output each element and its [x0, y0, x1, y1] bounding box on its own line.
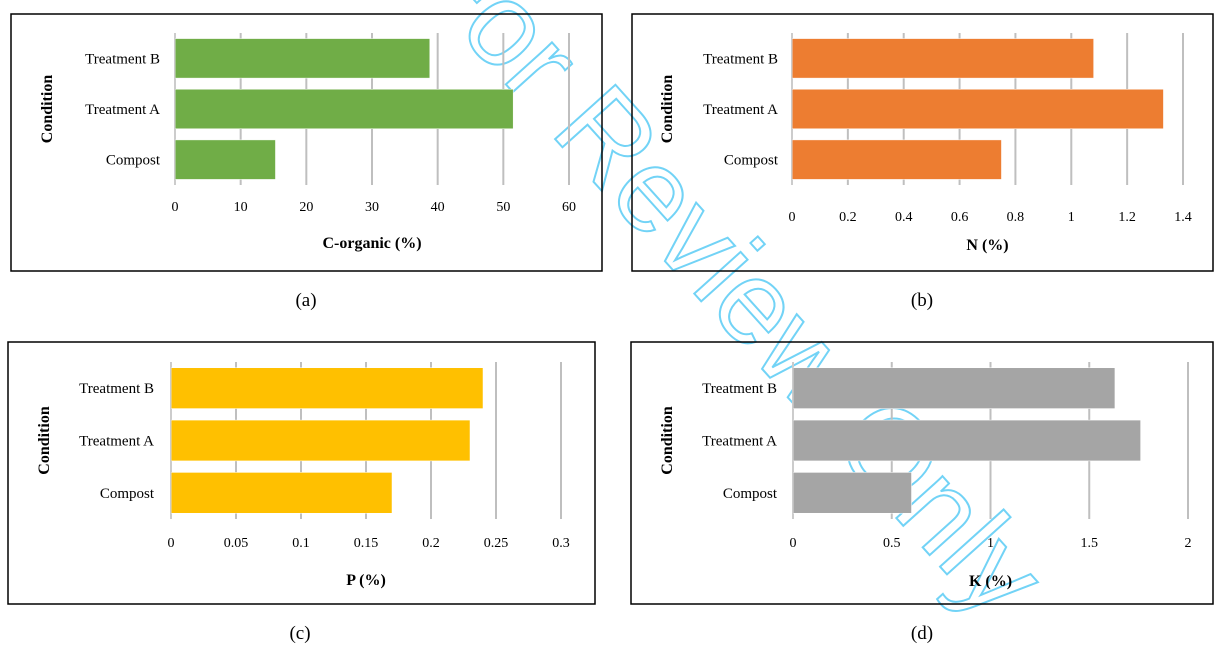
chart-a-x-tick-label: 10 — [234, 200, 248, 215]
chart-a-x-axis-title: C-organic (%) — [322, 235, 421, 252]
chart-a-x-tick-label: 20 — [299, 200, 313, 215]
chart-d-x-tick-label: 1.5 — [1081, 536, 1099, 551]
chart-a-bar-compost — [174, 139, 276, 180]
chart-d-x-axis-title: K (%) — [969, 573, 1012, 590]
chart-a-x-tick-label: 60 — [562, 200, 576, 215]
chart-b-bar-compost — [791, 139, 1002, 180]
chart-panel-c: 0 0.05 0.1 0.15 0.2 0.25 0.3 Compost Treatment A… — [7, 341, 596, 605]
chart-b-x-axis-title: N (%) — [966, 237, 1008, 254]
chart-b-y-axis-title: Condition — [659, 75, 676, 144]
chart-b-x-tick-label: 1.4 — [1174, 210, 1192, 225]
chart-b-frame — [631, 13, 1214, 272]
chart-c-bar-treatment-b — [170, 367, 484, 409]
chart-d-bar-treatment-b — [792, 367, 1116, 409]
chart-b-category-label: Compost — [724, 153, 779, 169]
chart-c-x-tick-label: 0.3 — [552, 536, 570, 551]
chart-a-x-tick-label: 30 — [365, 200, 379, 215]
chart-c-y-axis-title: Condition — [36, 406, 53, 475]
chart-c-frame — [7, 341, 596, 605]
chart-c-x-tick-label: 0 — [168, 536, 175, 551]
chart-b-category-label: Treatment B — [703, 51, 778, 67]
chart-b-x-tick-label: 1.2 — [1118, 210, 1136, 225]
chart-c-bar-treatment-a — [170, 419, 471, 462]
chart-a-x-tick-label: 0 — [172, 200, 179, 215]
chart-panel-a: 0 10 20 30 40 50 60 Compost Treatment A Treatment… — [10, 13, 603, 272]
caption-a: (a) — [295, 290, 317, 311]
chart-b-svg: 0 0.2 0.4 0.6 0.8 1 1.2 1.4 Compost Treatment A Tr… — [631, 13, 1214, 272]
chart-d-bar-treatment-a — [792, 419, 1141, 462]
chart-c-x-tick-label: 0.1 — [292, 536, 310, 551]
chart-d-bar-compost — [792, 472, 912, 514]
chart-b-x-tick-label: 0.4 — [895, 210, 913, 225]
chart-a-bar-treatment-a — [174, 88, 514, 130]
caption-d: (d) — [910, 623, 934, 644]
chart-d-x-tick-label: 2 — [1185, 536, 1192, 551]
chart-c-bar-compost — [170, 472, 393, 514]
chart-c-x-tick-label: 0.25 — [484, 536, 509, 551]
chart-panel-d: 0 0.5 1 1.5 2 Compost Treatment A Treatment B K … — [630, 341, 1214, 605]
chart-d-category-label: Treatment B — [702, 381, 777, 397]
chart-b-x-tick-label: 0.8 — [1007, 210, 1025, 225]
caption-b: (b) — [910, 290, 934, 311]
chart-a-category-label: Treatment B — [85, 51, 160, 67]
chart-d-y-axis-title: Condition — [659, 406, 676, 475]
chart-c-x-tick-label: 0.2 — [422, 536, 440, 551]
chart-b-x-tick-label: 0 — [789, 210, 796, 225]
caption-c: (c) — [289, 623, 311, 644]
chart-b-x-tick-label: 1 — [1068, 210, 1075, 225]
chart-d-x-tick-label: 1 — [987, 536, 994, 551]
chart-c-x-axis-title: P (%) — [346, 572, 386, 589]
chart-b-bar-treatment-a — [791, 88, 1164, 130]
chart-a-bar-treatment-b — [174, 38, 431, 79]
chart-panel-b: 0 0.2 0.4 0.6 0.8 1 1.2 1.4 Compost Treatment A Tr… — [631, 13, 1214, 272]
chart-c-x-tick-label: 0.15 — [354, 536, 379, 551]
chart-b-x-tick-label: 0.6 — [951, 210, 969, 225]
chart-b-x-tick-label: 0.2 — [839, 210, 857, 225]
chart-a-x-tick-label: 40 — [431, 200, 445, 215]
chart-c-x-tick-label: 0.05 — [224, 536, 249, 551]
chart-d-category-label: Treatment A — [702, 434, 777, 450]
chart-c-svg: 0 0.05 0.1 0.15 0.2 0.25 0.3 Compost Treatment A… — [7, 341, 596, 605]
chart-c-category-label: Treatment A — [79, 434, 154, 450]
chart-d-x-tick-label: 0.5 — [883, 536, 901, 551]
chart-d-x-tick-label: 0 — [790, 536, 797, 551]
chart-c-category-label: Compost — [100, 486, 155, 502]
chart-d-frame — [630, 341, 1214, 605]
chart-a-category-label: Compost — [106, 153, 161, 169]
chart-c-category-label: Treatment B — [79, 381, 154, 397]
chart-a-svg: 0 10 20 30 40 50 60 Compost Treatment A Treatment… — [10, 13, 603, 272]
chart-a-category-label: Treatment A — [85, 102, 160, 118]
chart-b-bar-treatment-b — [791, 38, 1094, 79]
chart-a-x-tick-label: 50 — [496, 200, 510, 215]
chart-d-category-label: Compost — [723, 486, 778, 502]
chart-b-category-label: Treatment A — [703, 102, 778, 118]
chart-d-svg: 0 0.5 1 1.5 2 Compost Treatment A Treatment B K … — [630, 341, 1214, 605]
chart-a-frame — [10, 13, 603, 272]
chart-a-y-axis-title: Condition — [39, 75, 56, 144]
